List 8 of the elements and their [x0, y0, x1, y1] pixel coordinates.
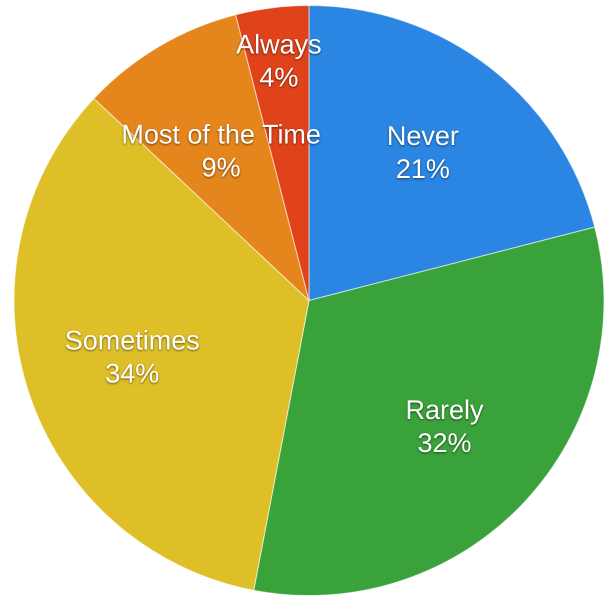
data-label: 32%: [417, 428, 472, 458]
data-label: 9%: [202, 152, 241, 182]
data-label: 21%: [396, 154, 450, 184]
data-label: 4%: [259, 62, 298, 92]
data-label: 34%: [105, 358, 160, 388]
slice-label: Never: [386, 121, 459, 152]
slice-label: Sometimes: [64, 325, 200, 356]
slice-label: Rarely: [405, 395, 484, 426]
